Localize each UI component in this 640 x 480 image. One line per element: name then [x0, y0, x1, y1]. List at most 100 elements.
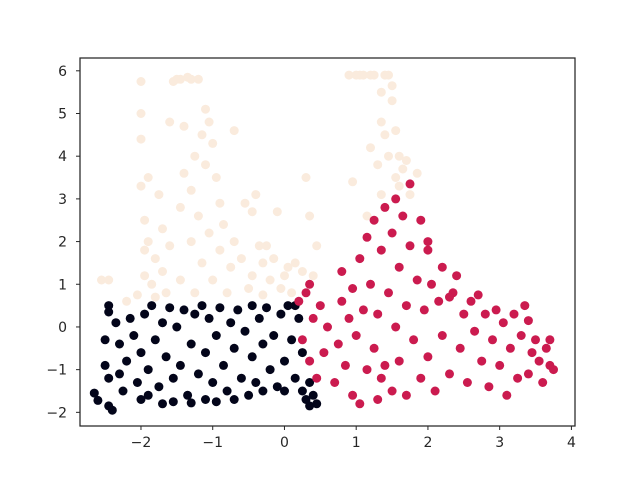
- y-tick-label: 4: [58, 149, 67, 165]
- data-point-cluster-1: [348, 177, 358, 187]
- data-point-cluster-1: [179, 168, 189, 178]
- data-point-cluster-2: [470, 326, 480, 336]
- data-point-cluster-0: [89, 388, 99, 398]
- y-tick-label: 5: [58, 106, 67, 122]
- data-point-cluster-0: [104, 373, 114, 383]
- data-point-cluster-1: [222, 288, 232, 298]
- data-point-cluster-1: [276, 284, 286, 293]
- data-point-cluster-1: [140, 215, 150, 225]
- data-point-cluster-1: [150, 292, 160, 302]
- x-tick-label: 1: [352, 435, 361, 451]
- data-point-cluster-1: [140, 271, 150, 281]
- data-point-cluster-0: [115, 369, 124, 379]
- data-point-cluster-2: [401, 390, 411, 400]
- data-point-cluster-0: [168, 373, 178, 383]
- data-point-cluster-2: [509, 309, 519, 319]
- data-point-cluster-1: [122, 296, 132, 306]
- data-point-cluster-2: [384, 288, 393, 298]
- x-tick-label: 0: [280, 435, 289, 451]
- data-point-cluster-1: [394, 151, 404, 161]
- data-point-cluster-1: [262, 241, 271, 251]
- data-point-cluster-2: [297, 335, 307, 345]
- data-point-cluster-1: [376, 87, 386, 97]
- data-point-cluster-0: [168, 397, 178, 407]
- data-point-cluster-2: [315, 301, 325, 311]
- data-point-cluster-0: [297, 386, 307, 396]
- data-point-cluster-0: [283, 301, 293, 311]
- data-point-cluster-1: [136, 134, 146, 144]
- data-point-cluster-1: [175, 74, 185, 84]
- data-point-cluster-1: [373, 160, 383, 170]
- data-point-cluster-1: [376, 117, 386, 127]
- data-point-cluster-2: [462, 378, 472, 387]
- data-point-cluster-1: [201, 104, 210, 114]
- data-point-cluster-1: [97, 275, 106, 285]
- data-point-cluster-1: [190, 288, 200, 298]
- data-point-cluster-2: [387, 228, 397, 238]
- data-point-cluster-1: [193, 74, 203, 84]
- data-point-cluster-2: [391, 322, 401, 332]
- data-point-cluster-2: [333, 339, 343, 349]
- data-point-cluster-1: [280, 271, 289, 281]
- data-point-cluster-2: [405, 179, 415, 189]
- data-point-cluster-0: [272, 382, 282, 392]
- data-point-cluster-2: [416, 373, 426, 383]
- data-point-cluster-0: [100, 335, 110, 345]
- data-point-cluster-2: [416, 215, 426, 225]
- data-point-cluster-0: [262, 303, 271, 313]
- data-point-cluster-2: [337, 267, 347, 276]
- data-point-cluster-0: [179, 305, 189, 315]
- data-point-cluster-0: [247, 301, 257, 311]
- data-point-cluster-2: [376, 373, 386, 383]
- data-point-cluster-0: [229, 343, 239, 353]
- data-point-cluster-0: [258, 339, 268, 349]
- data-point-cluster-2: [437, 331, 447, 340]
- data-point-cluster-2: [531, 335, 540, 345]
- data-point-cluster-0: [204, 313, 214, 323]
- y-tick-label: −2: [46, 405, 67, 421]
- data-point-cluster-1: [147, 279, 157, 289]
- data-point-cluster-1: [136, 181, 146, 191]
- data-point-cluster-2: [301, 288, 311, 298]
- data-point-cluster-0: [208, 378, 218, 387]
- data-point-cluster-1: [136, 109, 146, 118]
- data-point-cluster-0: [122, 356, 132, 366]
- data-point-cluster-0: [211, 331, 221, 340]
- data-point-cluster-0: [183, 390, 193, 400]
- data-point-cluster-2: [380, 360, 390, 370]
- data-point-cluster-2: [455, 343, 465, 353]
- data-point-cluster-1: [387, 96, 397, 106]
- data-point-cluster-1: [175, 202, 185, 212]
- data-point-cluster-0: [233, 305, 243, 315]
- data-point-cluster-2: [502, 390, 512, 400]
- data-point-cluster-0: [118, 386, 128, 396]
- data-point-cluster-2: [412, 275, 422, 285]
- data-point-cluster-1: [204, 117, 214, 127]
- data-point-cluster-2: [513, 373, 523, 383]
- data-point-cluster-1: [158, 224, 167, 234]
- y-axis-ticks: −2 −1 0 1 2 3 4 5 6: [46, 64, 80, 421]
- data-point-cluster-1: [394, 181, 404, 191]
- data-point-cluster-0: [125, 313, 135, 323]
- data-point-cluster-0: [215, 303, 225, 313]
- data-point-cluster-0: [140, 309, 150, 319]
- y-tick-label: 2: [58, 235, 67, 251]
- data-point-cluster-1: [215, 198, 225, 208]
- data-point-cluster-1: [186, 74, 196, 84]
- data-point-cluster-1: [412, 168, 422, 178]
- data-point-cluster-1: [204, 228, 214, 238]
- data-point-cluster-0: [115, 339, 124, 349]
- data-point-cluster-1: [287, 288, 297, 298]
- data-point-cluster-0: [305, 378, 315, 387]
- data-point-cluster-2: [538, 378, 548, 387]
- data-point-cluster-0: [154, 382, 164, 392]
- data-point-cluster-0: [244, 390, 254, 400]
- data-point-cluster-1: [251, 190, 261, 200]
- x-tick-label: −2: [131, 435, 152, 451]
- y-tick-label: 6: [58, 64, 67, 80]
- data-point-cluster-1: [265, 275, 275, 285]
- data-point-cluster-2: [348, 390, 358, 400]
- x-axis-ticks: −2 −1 0 1 2 3 4: [131, 426, 576, 451]
- data-point-cluster-1: [104, 275, 114, 285]
- data-point-cluster-2: [498, 318, 508, 328]
